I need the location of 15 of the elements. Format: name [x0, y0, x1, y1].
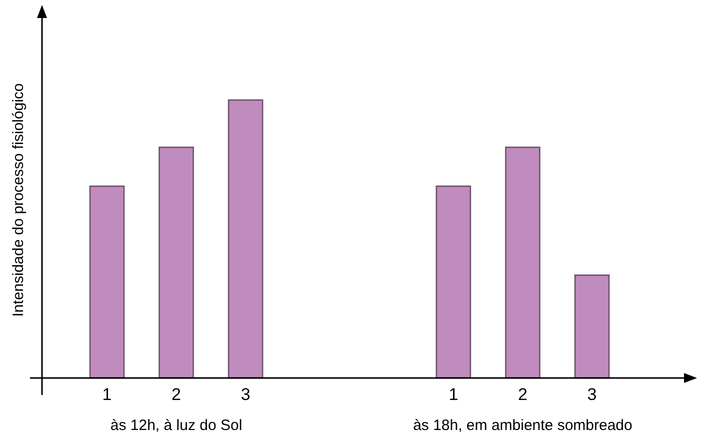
- x-tick-label: 2: [518, 385, 528, 404]
- bar: [89, 186, 125, 379]
- bar: [436, 186, 472, 379]
- bar: [574, 274, 610, 379]
- x-tick-label: 3: [587, 385, 597, 404]
- y-axis-title: Intensidade do processo fisiológico: [10, 83, 27, 317]
- bar: [505, 146, 540, 379]
- text: às 12h, à luz do Sol: [110, 417, 242, 434]
- bar: [228, 99, 264, 379]
- x-tick-label: 1: [102, 385, 112, 404]
- x-tick-label: 2: [172, 385, 182, 404]
- bar: [158, 146, 194, 379]
- x-tick-label: 3: [240, 385, 250, 404]
- text: às 18h, em ambiente sombreado: [413, 417, 632, 434]
- x-tick-label: 1: [448, 385, 458, 404]
